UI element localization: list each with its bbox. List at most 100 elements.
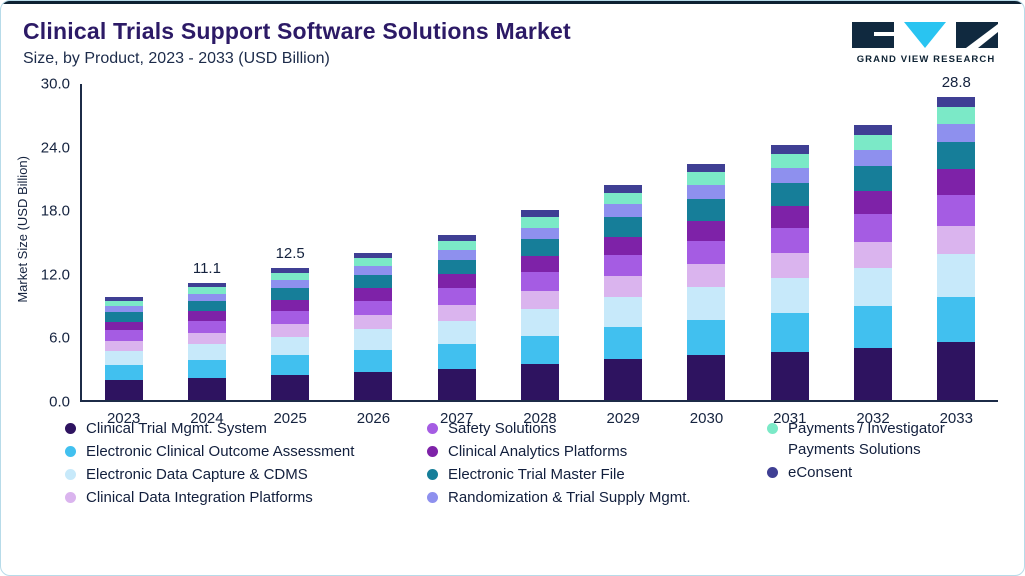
legend-label: Electronic Trial Master File	[448, 466, 625, 483]
bar-segment	[187, 300, 226, 312]
bar-column-2026: 2026	[332, 84, 415, 427]
bar-segment	[604, 204, 643, 218]
bar-column-2023: 2023	[82, 84, 165, 427]
bar-column-2033: 2033 28.8	[915, 74, 998, 427]
legend-swatch	[65, 446, 76, 457]
bar-segment	[271, 280, 310, 288]
legend-label: Electronic Clinical Outcome Assessment	[86, 443, 355, 460]
bar-segment	[520, 217, 559, 228]
legend-item: Clinical Data Integration Platforms	[65, 487, 427, 508]
bar-segment	[520, 363, 559, 400]
x-axis-label: 2027	[440, 410, 474, 427]
bar-segment	[104, 306, 143, 313]
bar-segment	[520, 335, 559, 364]
y-tick-label: 24.0	[40, 139, 70, 157]
bar-segment	[271, 272, 310, 281]
bar-segment	[354, 300, 393, 316]
y-tick-label: 30.0	[40, 75, 70, 93]
page-subtitle: Size, by Product, 2023 - 2033 (USD Billi…	[23, 50, 330, 67]
legend-swatch	[65, 423, 76, 434]
bar-column-2025: 2025 12.5	[249, 84, 332, 427]
x-axis-label: 2032	[856, 410, 890, 427]
bar-segment	[854, 268, 893, 307]
bar-segment	[770, 227, 809, 254]
legend-swatch	[427, 492, 438, 503]
bar-segment	[187, 332, 226, 344]
y-tick-label: 6.0	[49, 329, 70, 347]
page-title: Clinical Trials Support Software Solutio…	[23, 18, 571, 44]
bar-2023	[104, 84, 143, 400]
bar-2025	[271, 84, 310, 400]
bar-segment	[437, 320, 476, 344]
legend-label: Clinical Trial Mgmt. System	[86, 420, 267, 437]
bar-segment	[854, 306, 893, 348]
header-titles: Clinical Trials Support Software Solutio…	[23, 18, 571, 68]
bar-segment	[937, 254, 976, 297]
bar-column-2027: 2027	[415, 84, 498, 427]
bar-segment	[937, 225, 976, 255]
bar-column-2032: 2032	[831, 84, 914, 427]
bar-segment	[854, 241, 893, 269]
bar-segment	[271, 324, 310, 337]
bar-segment	[187, 377, 226, 400]
bar-segment	[520, 255, 559, 273]
bar-segment	[854, 166, 893, 192]
legend-label: Payments / Investigator Payments Solutio…	[788, 420, 945, 458]
legend-swatch	[65, 492, 76, 503]
bar-2030	[687, 84, 726, 400]
legend-label: Clinical Data Integration Platforms	[86, 489, 313, 506]
legend-item: Clinical Trial Mgmt. System	[65, 418, 427, 439]
bar-segment	[687, 185, 726, 200]
bar-2031	[770, 84, 809, 400]
bar-segment	[354, 315, 393, 330]
legend-item: Electronic Trial Master File	[427, 464, 767, 485]
bar-2033	[937, 84, 976, 400]
bar-segment	[770, 154, 809, 168]
x-axis-label: 2029	[606, 410, 640, 427]
plot-area: 2023 2024 11.1 2025 12.5 2026 2027 2028 2029 2030…	[80, 74, 998, 427]
y-axis-label-box: Market Size (USD Billion)	[15, 84, 30, 374]
y-tick-label: 12.0	[40, 266, 70, 284]
bar-segment	[437, 343, 476, 369]
x-axis-label: 2028	[523, 410, 557, 427]
bar-value-label: 12.5	[275, 245, 305, 263]
bar-segment	[187, 343, 226, 361]
y-tick-label: 18.0	[40, 202, 70, 220]
bar-segment	[520, 210, 559, 218]
bar-segment	[354, 329, 393, 350]
bar-2028	[520, 84, 559, 400]
bar-segment	[937, 296, 976, 343]
bar-segment	[854, 125, 893, 135]
bar-segment	[271, 374, 310, 400]
bar-segment	[937, 195, 976, 226]
legend-swatch	[65, 469, 76, 480]
bar-segment	[770, 168, 809, 184]
bar-segment	[687, 286, 726, 320]
bar-segment	[520, 227, 559, 239]
bar-column-2028: 2028	[498, 84, 581, 427]
bar-segment	[604, 359, 643, 400]
bar-segment	[104, 300, 143, 307]
legend-item: Payments / Investigator Payments Solutio…	[767, 418, 1004, 460]
bar-segment	[437, 259, 476, 275]
legend-label: eConsent	[788, 464, 853, 481]
bar-segment	[520, 309, 559, 336]
legend-swatch	[767, 423, 778, 434]
bar-2024	[187, 84, 226, 400]
legend-column-1: Clinical Trial Mgmt. System Electronic Cl…	[65, 418, 427, 508]
bar-segment	[937, 107, 976, 124]
bar-segment	[104, 364, 143, 381]
bar-segment	[104, 312, 143, 322]
bar-value-label: 28.8	[941, 73, 971, 91]
bar-segment	[187, 287, 226, 294]
bar-segment	[187, 360, 226, 378]
bar-segment	[437, 288, 476, 305]
x-axis-label: 2023	[106, 410, 141, 427]
chart: Market Size (USD Billion) 0.0 6.0 12.0 18.0…	[1, 68, 1024, 427]
x-axis-label: 2025	[273, 410, 307, 427]
bar-column-2031: 2031	[748, 84, 831, 427]
bar-segment	[687, 220, 726, 241]
bar-segment	[104, 321, 143, 331]
legend-label: Randomization & Trial Supply Mgmt.	[448, 489, 691, 506]
